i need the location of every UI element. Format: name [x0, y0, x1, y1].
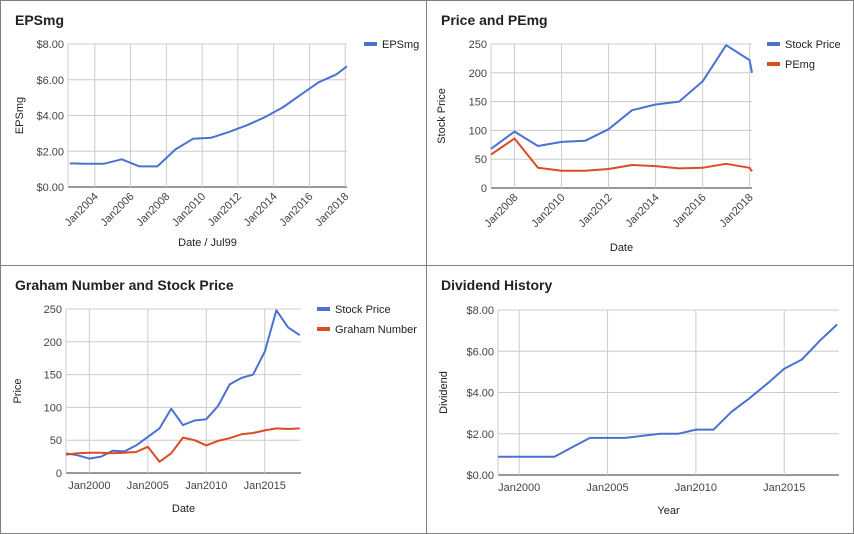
price-pe-x-tick-label: Jan2008: [482, 192, 520, 230]
dividend-x-tick-label: Jan2010: [675, 482, 717, 494]
dividend-y-tick-label: $0.00: [466, 470, 494, 482]
dividend-y-tick-label: $8.00: [466, 305, 494, 317]
graham-y-tick-label: 200: [44, 337, 62, 349]
graham-y-tick-label: 150: [44, 370, 62, 382]
graham-y-tick-label: 100: [44, 402, 62, 414]
eps-y-axis-label: EPSmg: [14, 97, 26, 134]
eps-y-tick-label: $8.00: [36, 39, 64, 51]
dividend-y-tick-label: $4.00: [466, 388, 494, 400]
eps-x-tick-label: Jan2014: [241, 191, 279, 229]
graham-chart-svg: Graham Number and Stock Price 0 50 100 150 20…: [12, 277, 417, 515]
eps-x-tick-label: Jan2012: [206, 191, 244, 229]
dividend-chart-svg: Dividend History $0.00 $2.00 $4.00 $6.00 $8.0…: [438, 277, 839, 517]
eps-y-tick-label: $2.00: [36, 146, 64, 158]
graham-x-tick-label: Jan2005: [127, 480, 169, 492]
eps-chart-panel: EPSmg $0.00 $2.00 $4.00 $6.00 $8.00 Jan2004 Jan…: [0, 0, 427, 266]
price-pe-x-tick-label: Jan2010: [529, 192, 567, 230]
eps-y-tick-label: $4.00: [36, 111, 64, 123]
graham-series-graham-number-line: [65, 427, 300, 463]
price-pe-y-tick-label: 0: [481, 183, 487, 195]
price-pe-x-tick-label: Jan2012: [576, 192, 614, 230]
price-pe-y-axis-label: Stock Price: [436, 88, 448, 144]
eps-x-axis-label: Date / Jul99: [178, 237, 237, 249]
eps-chart-svg: EPSmg$0.00$2.00$4.00$6.00$8.00Jan2004Jan…: [14, 12, 419, 249]
price-pe-y-tick-label: 100: [469, 125, 487, 137]
graham-x-tick-label: Jan2010: [185, 480, 227, 492]
price-pe-x-tick-label: Jan2016: [670, 192, 708, 230]
price-pe-chart-panel: Price and PEmg 0 50 100 150 200 250 Jan2008 Jan2…: [426, 0, 854, 266]
graham-legend-swatch: [317, 327, 330, 331]
graham-y-tick-label: 250: [44, 304, 62, 316]
eps-chart-title: EPSmg: [15, 12, 64, 28]
eps-x-tick-label: Jan2018: [313, 191, 351, 229]
dividend-chart-title: Dividend History: [441, 277, 552, 293]
price-pe-x-tick-label: Jan2014: [623, 192, 661, 230]
eps-x-tick-label: Jan2006: [98, 191, 136, 229]
eps-series-epsmg-line: [69, 65, 348, 168]
dividend-x-tick-label: Jan2000: [498, 482, 540, 494]
price-pe-legend-swatch: [767, 62, 780, 66]
dividend-y-axis-label: Dividend: [438, 371, 450, 414]
eps-x-tick-label: Jan2010: [170, 191, 208, 229]
dividend-chart-panel: Dividend History $0.00 $2.00 $4.00 $6.00 $8.0…: [426, 265, 854, 534]
price-pe-y-tick-label: 200: [469, 68, 487, 80]
eps-y-tick-label: $0.00: [36, 182, 64, 194]
graham-y-tick-label: 0: [56, 468, 62, 480]
eps-y-tick-label: $6.00: [36, 75, 64, 87]
dividend-x-axis-label: Year: [657, 505, 680, 517]
price-pe-x-tick-label: Jan2018: [717, 192, 755, 230]
eps-x-tick-label: Jan2004: [63, 191, 101, 229]
graham-legend-label: Graham Number: [335, 324, 417, 336]
dividend-series-dividend-line: [498, 323, 838, 458]
price-pe-legend-label: Stock Price: [785, 39, 841, 51]
price-pe-legend-swatch: [767, 42, 780, 46]
graham-legend-label: Stock Price: [335, 304, 391, 316]
graham-x-tick-label: Jan2000: [68, 480, 110, 492]
price-pe-x-axis-label: Date: [610, 242, 633, 254]
price-pe-legend-label: PEmg: [785, 59, 815, 71]
graham-price-chart-panel: Graham Number and Stock Price 0 50 100 150 20…: [0, 265, 427, 534]
graham-x-axis-label: Date: [172, 503, 195, 515]
graham-series-stock-price-line: [65, 309, 301, 460]
graham-y-tick-label: 50: [50, 435, 62, 447]
price-pe-series-stock-price-line: [490, 44, 753, 150]
eps-x-tick-label: Jan2008: [134, 191, 172, 229]
price-pe-y-tick-label: 250: [469, 39, 487, 51]
price-pe-y-tick-label: 50: [475, 154, 487, 166]
dividend-x-tick-label: Jan2005: [586, 482, 628, 494]
graham-y-axis-label: Price: [12, 378, 24, 403]
eps-x-tick-label: Jan2016: [277, 191, 315, 229]
graham-x-tick-label: Jan2015: [244, 480, 286, 492]
price-pe-series-pemg-line: [490, 137, 753, 172]
graham-chart-title: Graham Number and Stock Price: [15, 277, 234, 293]
price-pe-chart-title: Price and PEmg: [441, 12, 548, 28]
graham-legend-swatch: [317, 307, 330, 311]
dividend-y-tick-label: $6.00: [466, 346, 494, 358]
eps-legend-label: EPSmg: [382, 39, 419, 51]
dividend-y-tick-label: $2.00: [466, 429, 494, 441]
dividend-x-tick-label: Jan2015: [763, 482, 805, 494]
eps-legend-swatch: [364, 42, 377, 46]
price-pe-y-tick-label: 150: [469, 97, 487, 109]
